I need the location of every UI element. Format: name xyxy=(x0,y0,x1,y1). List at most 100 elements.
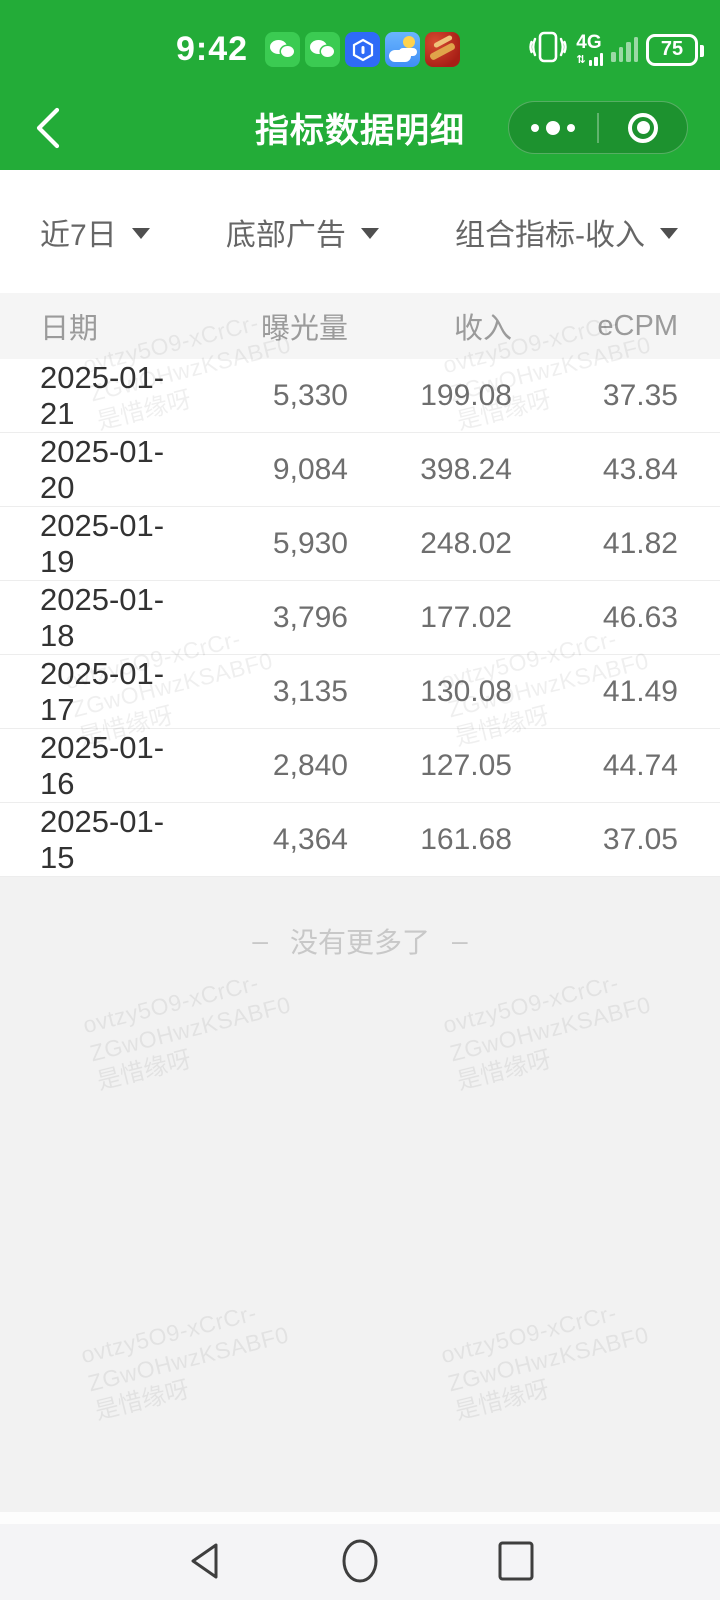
network-type-label: 4G xyxy=(576,32,602,53)
nav-header: 指标数据明细 xyxy=(0,85,720,170)
table-row: 2025-01-18 3,796 177.02 46.63 xyxy=(0,581,720,655)
cell-date: 2025-01-18 xyxy=(40,581,165,653)
watermark-text: 是惜缘呀 xyxy=(92,1376,192,1426)
cell-revenue: 177.02 xyxy=(420,600,512,634)
cell-revenue: 161.68 xyxy=(420,822,512,856)
back-button[interactable] xyxy=(18,85,78,170)
column-header-revenue: 收入 xyxy=(453,313,512,345)
signal-bars-icon xyxy=(588,53,603,66)
table-row: 2025-01-21 5,330 199.08 37.35 xyxy=(0,359,720,433)
cell-date: 2025-01-16 xyxy=(40,729,165,801)
cell-impressions: 9,084 xyxy=(272,452,348,486)
watermark-text: ZGwOHwzKSABF0 xyxy=(87,991,294,1067)
cell-impressions: 3,135 xyxy=(272,674,348,708)
watermark-text: ovtzy5O9-xCrCr- xyxy=(78,1299,260,1369)
up-down-arrows-icon: ⇅ xyxy=(576,54,586,66)
cell-ecpm: 46.63 xyxy=(602,600,678,634)
filter-date-range[interactable]: 近7日 xyxy=(40,210,150,254)
cell-ecpm: 44.74 xyxy=(602,748,678,782)
column-header-impressions: 曝光量 xyxy=(260,313,348,345)
cell-date: 2025-01-21 xyxy=(40,359,165,431)
android-nav-bar xyxy=(0,1512,720,1600)
chevron-down-icon xyxy=(660,227,678,239)
dash-left: – xyxy=(252,925,268,956)
table-body: 2025-01-21 5,330 199.08 37.35 2025-01-20 9,08… xyxy=(0,359,720,877)
mini-program-capsule xyxy=(508,101,688,154)
cell-ecpm: 41.49 xyxy=(602,674,678,708)
cell-impressions: 5,930 xyxy=(272,526,348,560)
signal-secondary-icon xyxy=(611,37,638,62)
android-home-button[interactable] xyxy=(337,1538,383,1584)
cell-revenue: 199.08 xyxy=(420,378,512,412)
no-more-indicator: – 没有更多了 – xyxy=(0,877,720,961)
cell-ecpm: 43.84 xyxy=(602,452,678,486)
weather-icon xyxy=(385,32,421,67)
signal-primary: 4G ⇅ xyxy=(576,33,603,66)
cell-date: 2025-01-20 xyxy=(40,433,165,505)
cell-revenue: 398.24 xyxy=(420,452,512,486)
capsule-divider xyxy=(597,112,599,143)
filter-metric-label: 组合指标-收入 xyxy=(455,218,645,252)
network-activity: ⇅ xyxy=(576,53,603,66)
chevron-down-icon xyxy=(131,227,150,239)
watermark-text: ovtzy5O9-xCrCr- xyxy=(440,969,622,1039)
filter-ad-position[interactable]: 底部广告 xyxy=(226,210,379,254)
more-button[interactable] xyxy=(509,102,597,153)
cell-revenue: 248.02 xyxy=(420,526,512,560)
column-header-date: 日期 xyxy=(40,313,99,345)
android-back-button[interactable] xyxy=(181,1538,227,1584)
android-recents-button[interactable] xyxy=(493,1538,539,1584)
cell-impressions: 2,840 xyxy=(272,748,348,782)
table-row: 2025-01-20 9,084 398.24 43.84 xyxy=(0,433,720,507)
cell-impressions: 4,364 xyxy=(272,822,348,856)
table-row: 2025-01-17 3,135 130.08 41.49 xyxy=(0,655,720,729)
status-bar: 9:42 4G ⇅ 75 xyxy=(0,0,720,85)
metrics-table: 日期 曝光量 收入 eCPM 2025-01-21 5,330 199.08 37.3… xyxy=(0,293,720,877)
cell-date: 2025-01-15 xyxy=(40,803,165,875)
watermark-text: ZGwOHwzKSABF0 xyxy=(445,1321,652,1397)
filter-date-range-label: 近7日 xyxy=(40,218,117,252)
wechat-icon xyxy=(305,32,341,67)
table-row: 2025-01-16 2,840 127.05 44.74 xyxy=(0,729,720,803)
watermark-text: ZGwOHwzKSABF0 xyxy=(447,991,654,1067)
filter-metric[interactable]: 组合指标-收入 xyxy=(455,210,678,254)
cell-date: 2025-01-19 xyxy=(40,507,165,579)
table-row: 2025-01-15 4,364 161.68 37.05 xyxy=(0,803,720,877)
table-row: 2025-01-19 5,930 248.02 41.82 xyxy=(0,507,720,581)
status-bar-left: 9:42 xyxy=(176,30,461,69)
watermark-text: ZGwOHwzKSABF0 xyxy=(85,1321,292,1397)
cell-date: 2025-01-17 xyxy=(40,655,165,727)
cell-ecpm: 37.05 xyxy=(602,822,678,856)
page-title: 指标数据明细 xyxy=(255,112,465,150)
filter-bar: 近7日 底部广告 组合指标-收入 xyxy=(0,170,720,293)
vibrate-icon xyxy=(528,29,568,70)
battery-indicator: 75 xyxy=(646,33,704,66)
table-header-row: 日期 曝光量 收入 eCPM xyxy=(0,293,720,359)
watermark-text: 是惜缘呀 xyxy=(454,1046,554,1096)
status-time: 9:42 xyxy=(176,30,249,68)
red-app-icon xyxy=(425,32,461,67)
watermark-text: ovtzy5O9-xCrCr- xyxy=(438,1299,620,1369)
circle-dot-icon xyxy=(628,112,658,143)
status-bar-right: 4G ⇅ 75 xyxy=(528,29,706,70)
no-more-text: 没有更多了 xyxy=(289,927,430,958)
minimize-button[interactable] xyxy=(599,102,687,153)
cell-impressions: 5,330 xyxy=(272,378,348,412)
cell-revenue: 130.08 xyxy=(420,674,512,708)
chevron-down-icon xyxy=(360,227,379,239)
watermark-text: 是惜缘呀 xyxy=(94,1046,194,1096)
cell-ecpm: 37.35 xyxy=(602,378,678,412)
cell-ecpm: 41.82 xyxy=(602,526,678,560)
cell-impressions: 3,796 xyxy=(272,600,348,634)
wechat-icon xyxy=(265,32,301,67)
hexagon-app-icon xyxy=(345,32,381,67)
watermark-text: 是惜缘呀 xyxy=(452,1376,552,1426)
column-header-ecpm: eCPM xyxy=(597,309,678,342)
dash-right: – xyxy=(452,925,468,956)
cell-revenue: 127.05 xyxy=(420,748,512,782)
